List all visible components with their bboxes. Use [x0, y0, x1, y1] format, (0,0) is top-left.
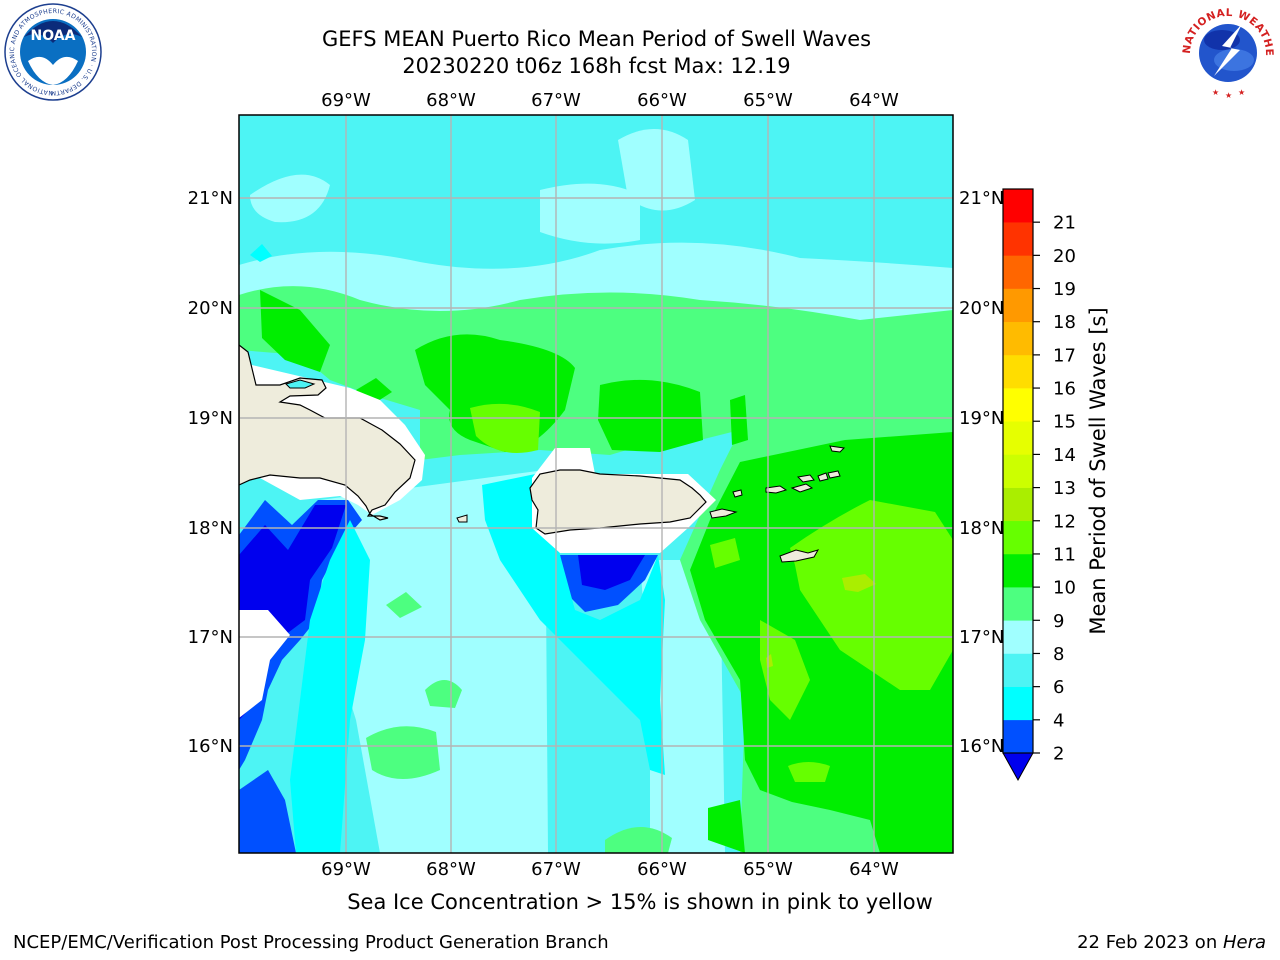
- colorbar-swatch: [1003, 587, 1033, 621]
- noaa-logo-text: NOAA: [31, 28, 76, 44]
- footer-branch: NCEP/EMC/Verification Post Processing Pr…: [13, 932, 609, 953]
- lon-label-top: 69°W: [321, 90, 371, 111]
- lon-label-bottom: 65°W: [743, 859, 793, 880]
- colorbar-swatch: [1003, 487, 1033, 522]
- colorbar-swatch: [1003, 321, 1033, 356]
- lon-label-bottom: 68°W: [426, 859, 476, 880]
- colorbar-tick-label: 21: [1053, 213, 1076, 234]
- colorbar-tick-label: 17: [1053, 345, 1076, 366]
- sea-ice-caption: Sea Ice Concentration > 15% is shown in …: [347, 890, 933, 914]
- svg-text:★: ★: [1225, 91, 1232, 100]
- colorbar-tick-label: 2: [1053, 744, 1064, 765]
- footer-date: 22 Feb 2023 on Hera: [1077, 932, 1266, 953]
- lat-label-left: 17°N: [188, 627, 233, 648]
- colorbar-tick-label: 8: [1053, 644, 1064, 665]
- chart-subtitle: 20230220 t06z 168h fcst Max: 12.19: [402, 54, 791, 78]
- colorbar-swatch: [1003, 520, 1033, 555]
- footer-machine: Hera: [1222, 932, 1266, 953]
- lat-label-left: 16°N: [188, 736, 233, 757]
- colorbar-swatch: [1003, 620, 1033, 654]
- colorbar-tick-label: 11: [1053, 544, 1076, 565]
- footer-date-text: 22 Feb 2023 on: [1077, 932, 1223, 953]
- colorbar-tick-label: 15: [1053, 412, 1076, 433]
- colorbar-swatch: [1003, 421, 1033, 455]
- colorbar-swatch: [1003, 354, 1033, 389]
- colorbar-tick-label: 6: [1053, 677, 1064, 698]
- lat-label-left: 18°N: [188, 518, 233, 539]
- colorbar-under-triangle: [1002, 752, 1034, 782]
- lat-label-left: 21°N: [188, 188, 233, 209]
- lon-label-top: 68°W: [426, 90, 476, 111]
- colorbar-tick-label: 9: [1053, 611, 1064, 632]
- colorbar-tick-label: 13: [1053, 478, 1076, 499]
- lon-label-bottom: 67°W: [531, 859, 581, 880]
- svg-text:★: ★: [1212, 88, 1219, 97]
- svg-text:★: ★: [1238, 88, 1245, 97]
- colorbar-label: Mean Period of Swell Waves [s]: [1086, 307, 1110, 634]
- lat-label-right: 21°N: [959, 188, 1004, 209]
- colorbar-swatch: [1003, 388, 1033, 422]
- colorbar-swatch: [1003, 686, 1033, 721]
- lon-label-bottom: 66°W: [637, 859, 687, 880]
- lat-label-right: 16°N: [959, 736, 1004, 757]
- colorbar-swatch: [1003, 255, 1033, 289]
- lat-label-right: 19°N: [959, 408, 1004, 429]
- colorbar-tick-label: 16: [1053, 379, 1076, 400]
- colorbar-swatch: [1003, 454, 1033, 488]
- nws-logo-icon: NATIONAL WEATHER SERVICE ★ ★ ★: [1176, 2, 1275, 100]
- hispaniola-land: [239, 344, 416, 521]
- chart-title: GEFS MEAN Puerto Rico Mean Period of Swe…: [321, 27, 872, 51]
- colorbar-swatch: [1003, 189, 1033, 223]
- lat-label-right: 17°N: [959, 627, 1004, 648]
- lon-label-top: 65°W: [743, 90, 793, 111]
- colorbar-tick-label: 4: [1053, 710, 1064, 731]
- colorbar-tick-label: 20: [1053, 246, 1076, 267]
- colorbar-swatch: [1003, 719, 1033, 754]
- lat-label-left: 20°N: [188, 298, 233, 319]
- colorbar-swatch: [1003, 653, 1033, 687]
- lon-label-top: 64°W: [849, 90, 899, 111]
- lon-label-bottom: 69°W: [321, 859, 371, 880]
- colorbar-swatch: [1003, 222, 1033, 256]
- colorbar-tick-label: 19: [1053, 279, 1076, 300]
- colorbar-tick-label: 12: [1053, 511, 1076, 532]
- colorbar-tick-label: 10: [1053, 578, 1076, 599]
- colorbar-tick-label: 14: [1053, 445, 1076, 466]
- lon-label-top: 67°W: [531, 90, 581, 111]
- lon-label-top: 66°W: [637, 90, 687, 111]
- lon-label-bottom: 64°W: [849, 859, 899, 880]
- lat-label-left: 19°N: [188, 408, 233, 429]
- lat-label-right: 20°N: [959, 298, 1004, 319]
- noaa-logo-icon: NATIONAL OCEANIC AND ATMOSPHERIC ADMINIS…: [2, 3, 102, 101]
- colorbar: 2 4 6 8 9 10 11 12 13 14 15 16 17 18 19 20 21 Mean Perio…: [1002, 188, 1110, 782]
- lat-label-right: 18°N: [959, 518, 1004, 539]
- colorbar-swatch: [1003, 553, 1033, 588]
- colorbar-tick-label: 18: [1053, 312, 1076, 333]
- colorbar-swatch: [1003, 288, 1033, 323]
